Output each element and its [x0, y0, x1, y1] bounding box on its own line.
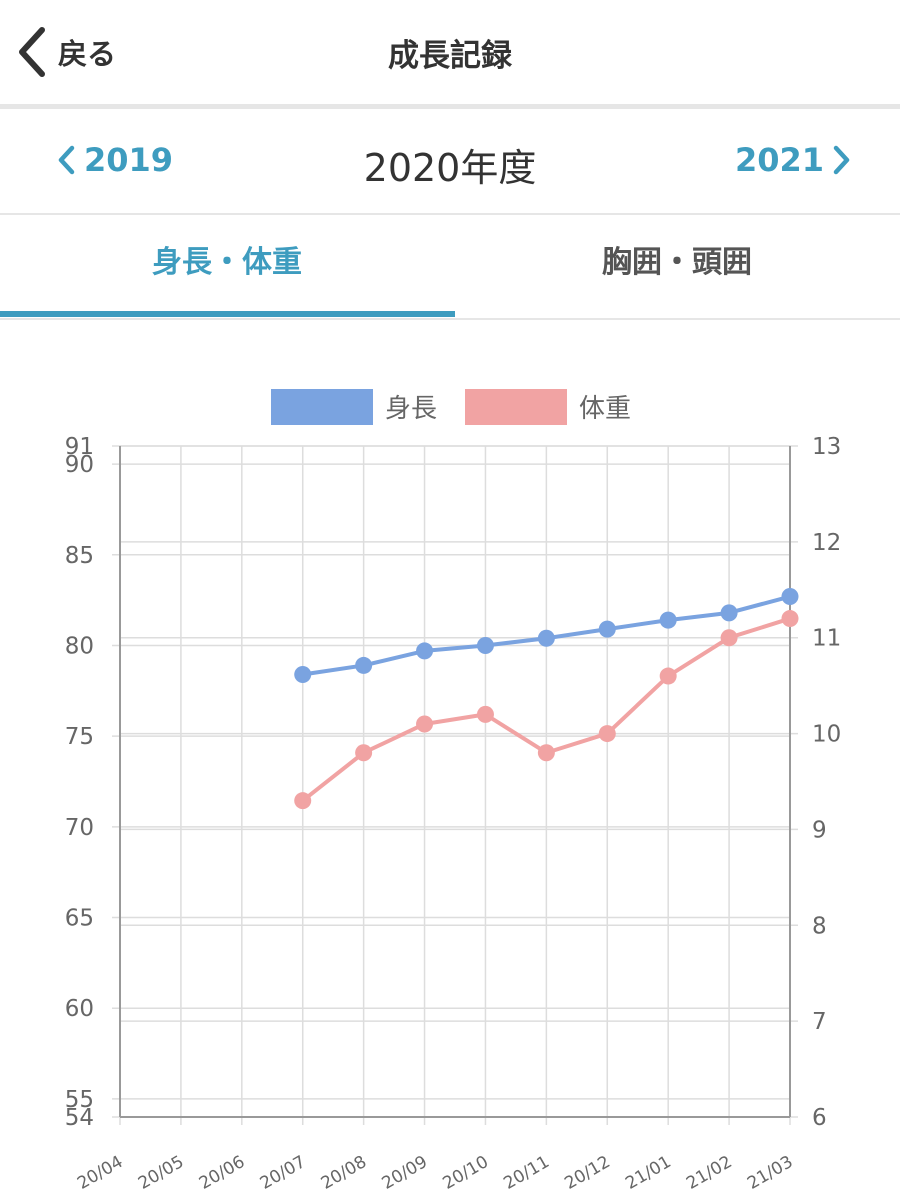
y-left-tick-label: 54: [65, 1105, 94, 1131]
data-point-weight: [537, 744, 555, 762]
x-tick-label: 20/09: [379, 1152, 431, 1194]
prev-year-label: 2019: [84, 141, 174, 179]
data-point-height: [537, 629, 555, 647]
data-point-weight: [659, 667, 677, 685]
x-tick-label: 21/02: [683, 1152, 735, 1194]
x-tick-label: 20/12: [561, 1152, 613, 1194]
data-point-weight: [781, 610, 799, 628]
y-left-tick-label: 75: [65, 724, 94, 750]
x-tick-label: 20/05: [135, 1152, 187, 1194]
current-year: 2020年度: [363, 146, 537, 190]
data-point-height: [720, 604, 738, 622]
y-right-tick-label: 6: [812, 1105, 827, 1131]
back-label: 戻る: [58, 37, 117, 71]
y-right-tick-label: 8: [812, 913, 827, 939]
y-left-tick-label: 55: [65, 1087, 94, 1113]
tab-chest-head[interactable]: 胸囲・頭囲: [602, 245, 752, 280]
data-point-height: [355, 656, 373, 674]
data-point-height: [476, 636, 494, 654]
y-right-tick-label: 9: [812, 817, 827, 843]
data-point-height: [659, 611, 677, 629]
next-year-button[interactable]: 2021: [735, 141, 852, 179]
data-point-height: [781, 588, 799, 606]
y-left-tick-label: 80: [65, 633, 94, 659]
nav-divider: [0, 104, 900, 109]
next-year-label: 2021: [734, 141, 824, 179]
data-point-weight: [355, 744, 373, 762]
x-tick-label: 20/07: [257, 1152, 309, 1194]
data-point-weight: [598, 725, 616, 743]
chevron-right-icon: [833, 145, 850, 175]
back-button[interactable]: 戻る: [14, 24, 116, 80]
nav-bar: 戻る 成長記録: [0, 0, 900, 104]
y-left-tick-label: 65: [65, 906, 94, 932]
prev-year-button[interactable]: 2019: [56, 141, 173, 179]
x-tick-label: 21/03: [744, 1152, 796, 1194]
x-tick-label: 20/11: [500, 1152, 552, 1194]
y-left-tick-label: 90: [65, 452, 94, 478]
page-title: 成長記録: [388, 38, 512, 74]
x-tick-label: 20/04: [74, 1152, 126, 1194]
x-tick-label: 21/01: [622, 1152, 674, 1194]
x-tick-label: 20/10: [440, 1152, 492, 1194]
data-point-weight: [476, 705, 494, 723]
legend-label: 体重: [579, 394, 631, 424]
data-point-weight: [720, 629, 738, 647]
data-point-height: [598, 620, 616, 638]
chevron-left-icon: [19, 27, 45, 77]
y-left-tick-label: 70: [65, 815, 94, 841]
tab-height-weight[interactable]: 身長・体重: [152, 245, 302, 280]
tab-bar: 身長・体重 胸囲・頭囲: [0, 215, 900, 320]
y-left-tick-label: 85: [65, 543, 94, 569]
y-right-tick-label: 12: [812, 530, 841, 556]
active-tab-indicator: [0, 311, 455, 317]
legend-label: 身長: [385, 394, 437, 424]
y-right-tick-label: 7: [812, 1009, 827, 1035]
data-point-height: [294, 666, 312, 684]
legend-swatch: [271, 389, 373, 425]
legend-swatch: [465, 389, 567, 425]
x-tick-label: 20/06: [196, 1152, 248, 1194]
data-point-height: [416, 642, 434, 660]
y-left-tick-label: 91: [65, 434, 94, 460]
chevron-left-icon: [58, 145, 75, 175]
x-tick-label: 20/08: [318, 1152, 370, 1194]
year-divider: [0, 213, 900, 215]
y-left-tick-label: 60: [65, 996, 94, 1022]
tab-divider: [0, 318, 900, 320]
y-right-tick-label: 10: [812, 722, 841, 748]
data-point-weight: [416, 715, 434, 733]
y-right-tick-label: 11: [812, 626, 841, 652]
data-point-weight: [294, 792, 312, 810]
y-right-tick-label: 13: [812, 434, 841, 460]
year-navigator: 2019 2020年度 2021: [0, 109, 900, 213]
